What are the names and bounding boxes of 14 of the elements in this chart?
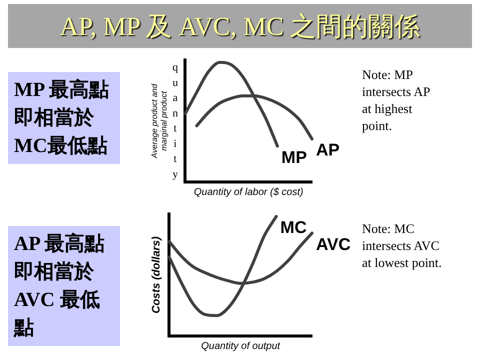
y-axis-title: Costs (dollars) xyxy=(150,236,163,314)
text: quantity xyxy=(172,62,178,180)
x-axis-title: Quantity of labor ($ cost) xyxy=(194,186,304,198)
series-label: MC xyxy=(280,218,307,238)
series-label: AP xyxy=(316,140,340,160)
text: MP 最高點即相當於MC最低點 xyxy=(8,72,120,164)
series-label: AVC xyxy=(316,234,351,254)
text: Note: MP intersects AP at highest point. xyxy=(362,66,431,134)
series-label: MP xyxy=(281,148,307,167)
y-axis-title: Average product and marginal product xyxy=(150,83,169,160)
text: Note: MC intersects AVC at lowest point. xyxy=(362,220,442,271)
chart-title: AP, MP 及 AVC, MC 之間的關係 xyxy=(8,4,472,48)
x-axis-title: Quantity of output xyxy=(201,340,282,352)
text: AP 最高點即相當於AVC 最低點 xyxy=(8,226,120,346)
